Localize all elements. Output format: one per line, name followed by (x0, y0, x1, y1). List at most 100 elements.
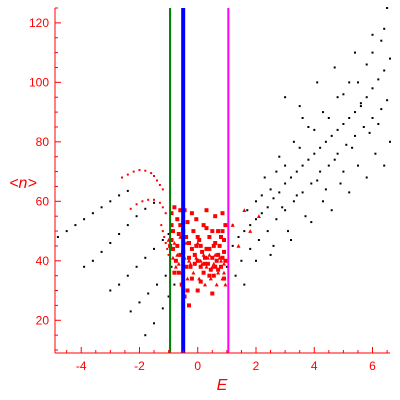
data-point (359, 105, 362, 108)
data-point (339, 182, 342, 185)
data-point (269, 253, 272, 256)
x-tick-label: 2 (253, 359, 260, 373)
data-point (191, 229, 196, 234)
data-point (307, 158, 310, 161)
data-point (56, 236, 59, 238)
data-point (126, 173, 129, 176)
data-point (257, 239, 260, 241)
data-point (219, 258, 223, 263)
y-tick-label: 80 (36, 135, 50, 149)
data-point (298, 105, 301, 108)
data-point (144, 169, 147, 172)
data-point (187, 241, 191, 245)
data-point (256, 214, 261, 218)
data-point (316, 81, 319, 84)
data-point (357, 81, 359, 84)
data-point (185, 220, 190, 225)
data-point (169, 238, 174, 242)
data-point (290, 176, 292, 179)
data-point (118, 283, 121, 286)
data-point (348, 117, 351, 119)
data-point (380, 39, 383, 42)
data-point (178, 252, 183, 257)
data-point (386, 99, 389, 102)
data-point (207, 246, 212, 251)
data-point (210, 291, 215, 296)
x-tick-label: 4 (311, 359, 318, 373)
data-point (121, 176, 123, 179)
data-point (144, 207, 147, 210)
y-tick-label: 40 (36, 254, 50, 268)
data-point (310, 221, 313, 224)
data-point (310, 182, 313, 185)
data-point (188, 264, 193, 269)
data-point (284, 182, 287, 185)
data-point (176, 261, 181, 266)
data-point (313, 128, 316, 131)
data-point (198, 279, 203, 284)
data-point (374, 152, 377, 155)
data-point (153, 247, 155, 250)
data-point (371, 51, 374, 54)
data-point (234, 274, 237, 277)
data-point (197, 276, 202, 281)
data-point (135, 203, 138, 206)
data-point (284, 164, 287, 167)
data-point (161, 206, 164, 209)
data-point (188, 261, 193, 266)
data-point (187, 258, 191, 263)
data-point (237, 236, 240, 238)
data-point (164, 212, 167, 215)
data-point (216, 229, 221, 234)
data-point (161, 307, 164, 310)
data-point (161, 188, 164, 191)
data-point (255, 259, 257, 262)
data-point (292, 140, 295, 143)
data-point (266, 206, 269, 209)
data-point (156, 179, 158, 182)
data-point (203, 255, 207, 260)
data-point (189, 246, 194, 251)
data-point (246, 209, 249, 212)
data-point (194, 217, 199, 222)
data-point (275, 170, 278, 173)
data-point (327, 164, 330, 167)
data-point (336, 96, 339, 99)
data-point (210, 229, 215, 234)
data-point (380, 108, 383, 111)
data-point (242, 208, 247, 212)
data-point (173, 283, 176, 286)
data-point (345, 143, 348, 146)
data-point (298, 146, 301, 149)
data-point (287, 230, 289, 233)
data-point (330, 134, 333, 137)
data-point (219, 235, 223, 239)
data-point (322, 200, 324, 203)
data-point (301, 191, 304, 194)
data-point (172, 241, 177, 245)
data-point (260, 194, 263, 197)
data-point (222, 238, 226, 242)
data-point (167, 295, 170, 298)
data-point (171, 246, 175, 251)
data-point (255, 200, 257, 203)
data-point (327, 117, 330, 119)
data-point (207, 273, 212, 278)
data-point (236, 243, 241, 248)
data-point (220, 276, 225, 281)
data-point (266, 230, 269, 233)
data-point (333, 66, 336, 69)
data-point (211, 261, 216, 266)
data-point (383, 27, 386, 30)
data-point (377, 78, 380, 81)
data-point (342, 170, 345, 173)
data-point (319, 146, 322, 149)
data-point (132, 170, 135, 173)
data-point (172, 205, 177, 210)
data-point (126, 274, 129, 277)
data-point (324, 140, 327, 143)
data-point (278, 155, 281, 158)
data-point (167, 253, 170, 256)
data-point (225, 265, 228, 268)
